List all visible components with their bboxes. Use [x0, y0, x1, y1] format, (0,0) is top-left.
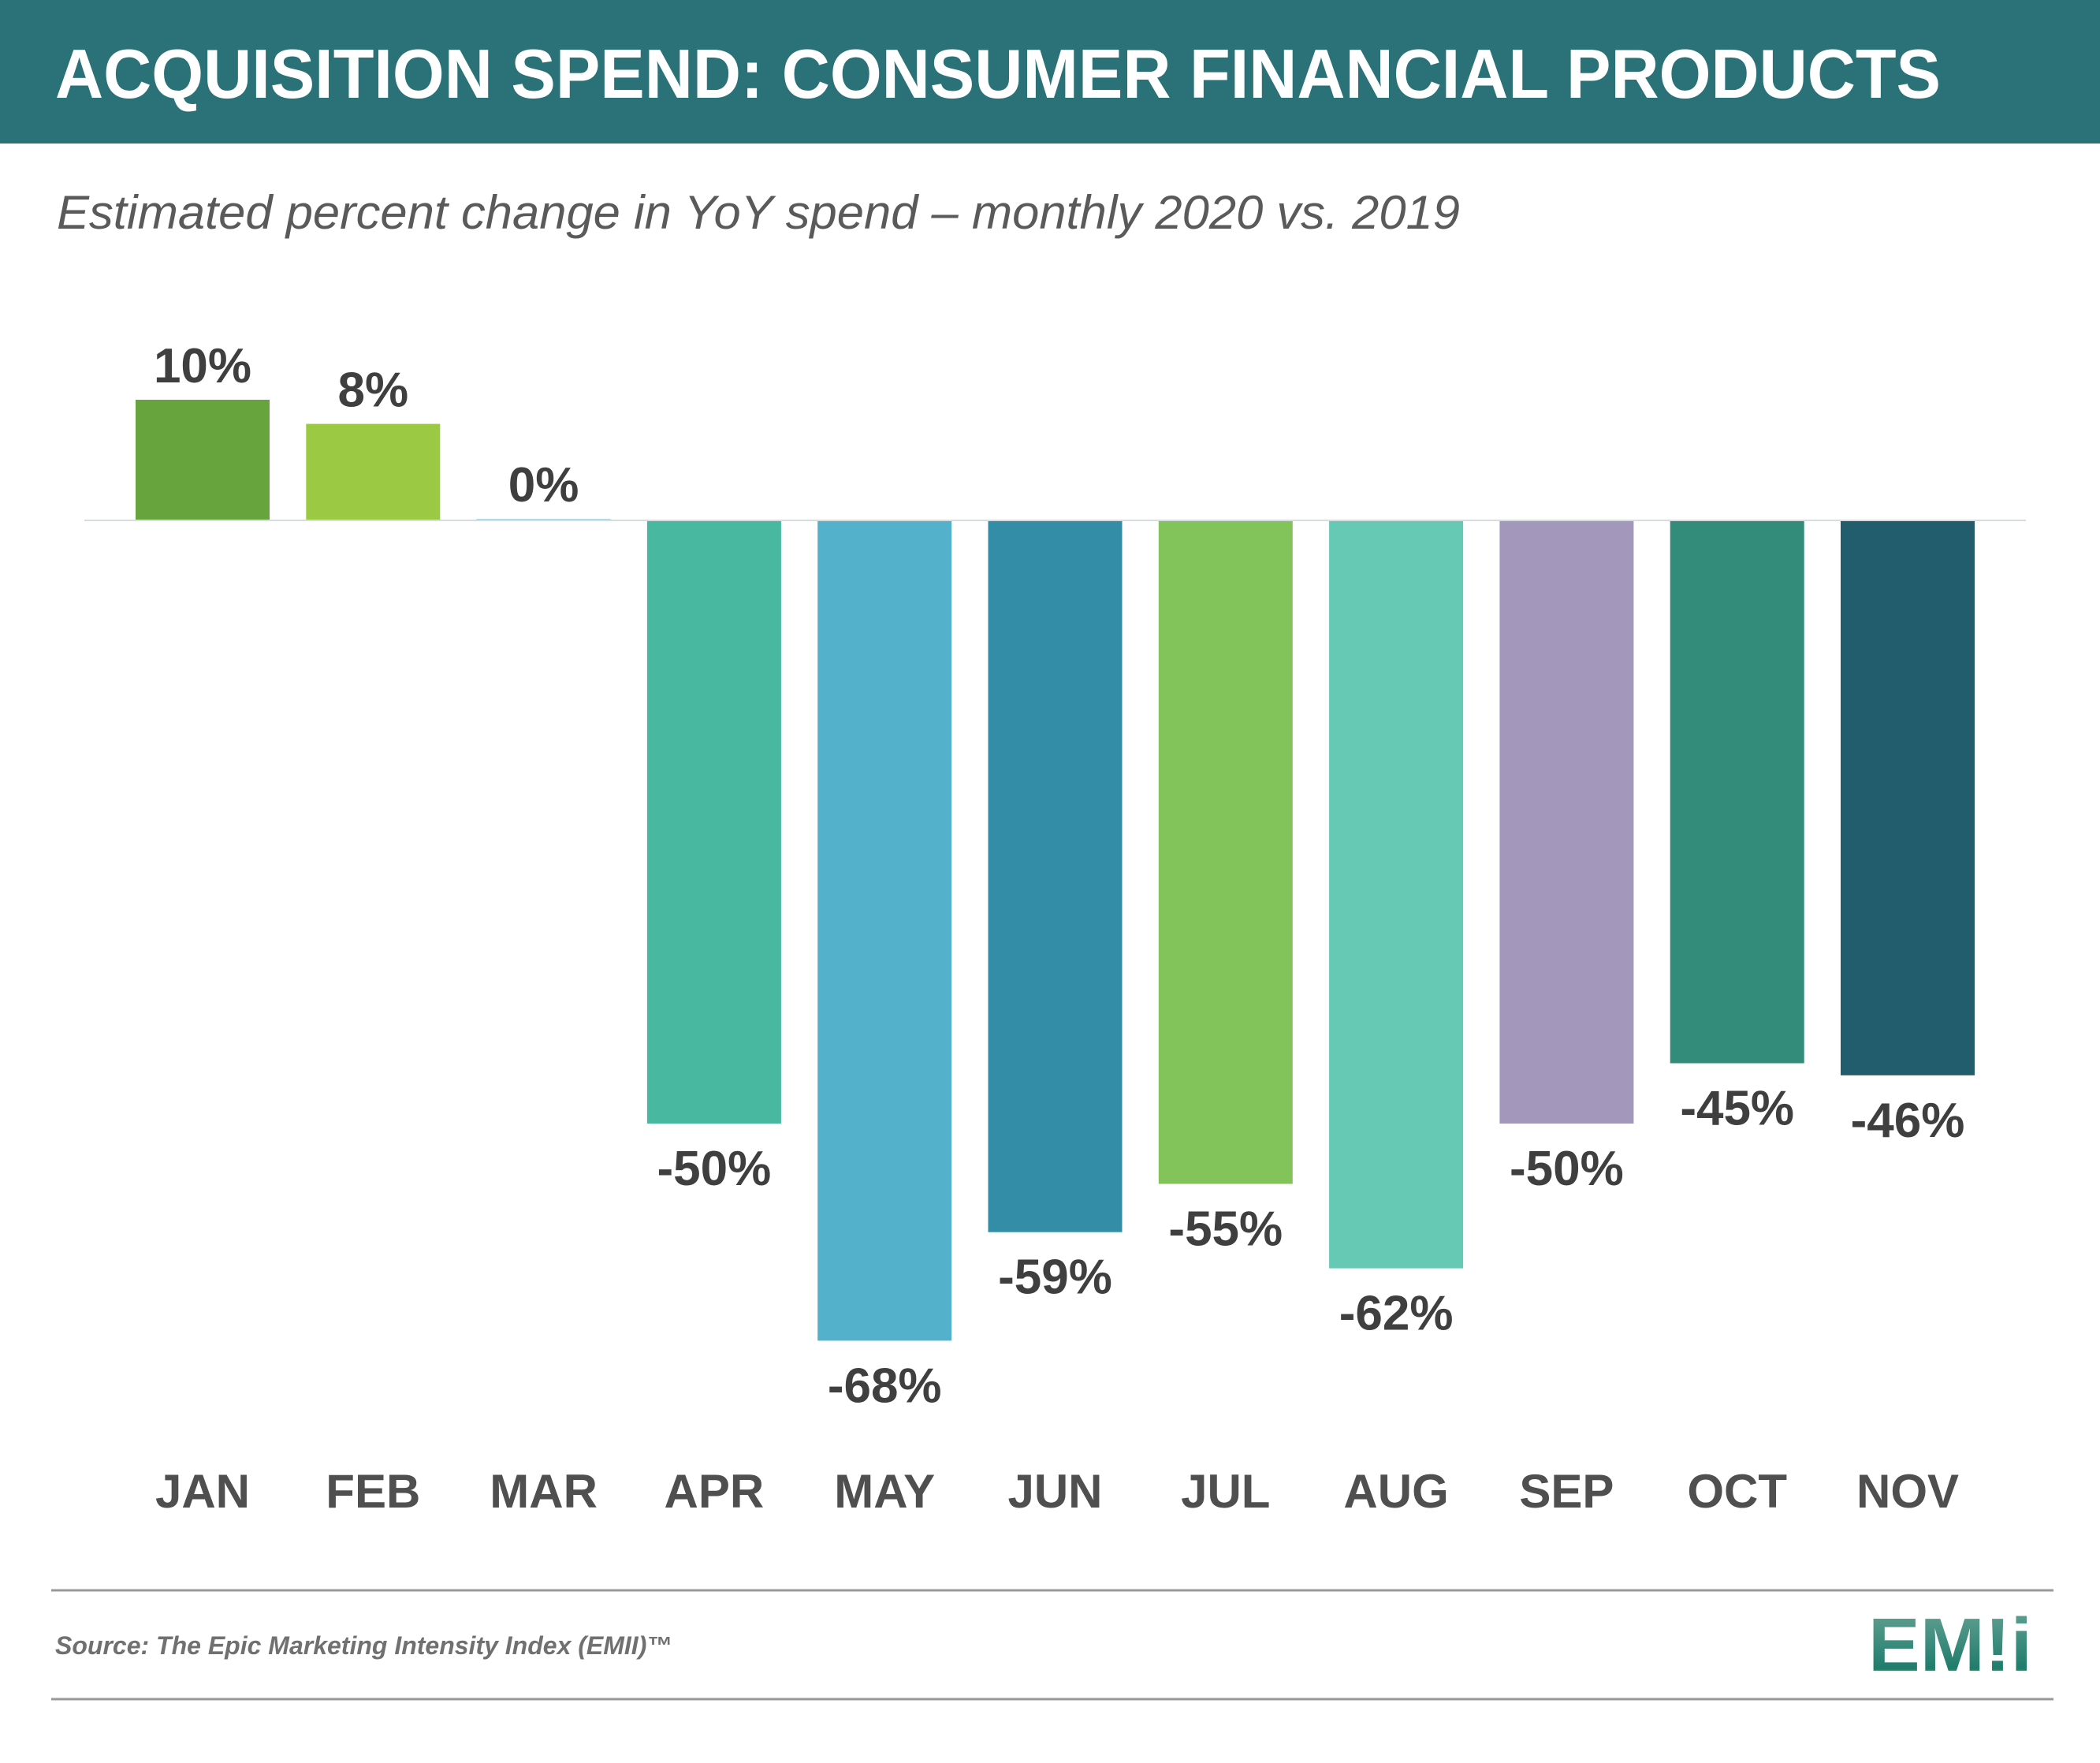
month-label-jun: JUN: [1007, 1465, 1102, 1518]
value-label-apr: -50%: [657, 1142, 772, 1196]
bars: 10% JAN 8% FEB 0% MAR -50% APR -68% MAY -59% JUN -55…: [136, 339, 1975, 1518]
month-label-feb: FEB: [326, 1465, 420, 1518]
value-label-feb: 8%: [337, 363, 408, 418]
bar-aug: [1329, 520, 1464, 1269]
bar-jun: [988, 520, 1123, 1232]
bar-jan: [136, 400, 270, 520]
value-label-may: -68%: [828, 1359, 942, 1413]
month-label-sep: SEP: [1519, 1465, 1614, 1518]
bar-nov: [1841, 520, 1975, 1075]
value-label-aug: -62%: [1339, 1287, 1454, 1341]
month-label-nov: NOV: [1856, 1465, 1959, 1518]
bar-sep: [1499, 520, 1634, 1124]
chart-subtitle: Estimated percent change in YoY spend – …: [57, 186, 1460, 239]
header-bar: [0, 0, 2100, 144]
bar-feb: [306, 423, 441, 520]
value-label-oct: -45%: [1680, 1082, 1794, 1136]
month-label-mar: MAR: [490, 1465, 598, 1518]
emii-logo: EM!i: [1868, 1603, 2032, 1687]
bar-apr: [646, 520, 781, 1124]
value-label-jun: -59%: [998, 1250, 1112, 1305]
value-label-jul: -55%: [1168, 1202, 1283, 1257]
month-label-apr: APR: [665, 1465, 765, 1518]
value-label-jan: 10%: [154, 339, 251, 393]
bar-may: [817, 520, 952, 1341]
value-label-mar: 0%: [508, 458, 579, 512]
chart-title: ACQUISITION SPEND: CONSUMER FINANCIAL PR…: [55, 35, 1941, 113]
value-label-nov: -46%: [1851, 1094, 1965, 1148]
month-label-oct: OCT: [1687, 1465, 1787, 1518]
source-note: Source: The Epic Marketing Intensity Ind…: [55, 1631, 672, 1660]
month-label-may: MAY: [834, 1465, 935, 1518]
svg-text:EM!i: EM!i: [1868, 1603, 2032, 1687]
month-label-jul: JUL: [1181, 1465, 1270, 1518]
bar-oct: [1670, 520, 1804, 1064]
month-label-jan: JAN: [155, 1465, 250, 1518]
value-label-sep: -50%: [1510, 1142, 1624, 1196]
month-label-aug: AUG: [1343, 1465, 1448, 1518]
bar-jul: [1158, 520, 1293, 1184]
